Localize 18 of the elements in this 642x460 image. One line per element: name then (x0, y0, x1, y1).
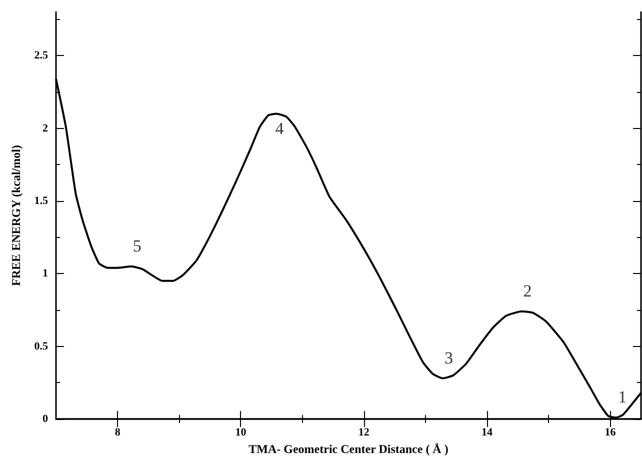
x-tick-label: 8 (114, 426, 121, 438)
y-tick-label: 0 (42, 413, 48, 425)
y-tick-label: 0.5 (34, 340, 48, 352)
y-tick-label: 1 (42, 268, 48, 280)
x-tick-label: 10 (235, 426, 247, 438)
annotation: 3 (444, 348, 453, 368)
annotation: 2 (523, 281, 532, 300)
y-tick-label: 2.5 (34, 50, 48, 62)
annotation: 1 (618, 388, 627, 407)
x-tick-label: 12 (358, 426, 370, 438)
y-tick-label: 2 (42, 122, 48, 134)
annotation: 5 (132, 236, 142, 256)
annotation: 4 (275, 118, 284, 138)
y-tick-label: 1.5 (34, 194, 48, 207)
y-axis-title: FREE ENERGY (kcal/mol) (9, 145, 23, 286)
x-axis-title: TMA- Geometric Center Distance ( Å ) (248, 442, 448, 456)
x-tick-label: 16 (604, 426, 616, 438)
x-tick-label: 14 (482, 426, 494, 438)
